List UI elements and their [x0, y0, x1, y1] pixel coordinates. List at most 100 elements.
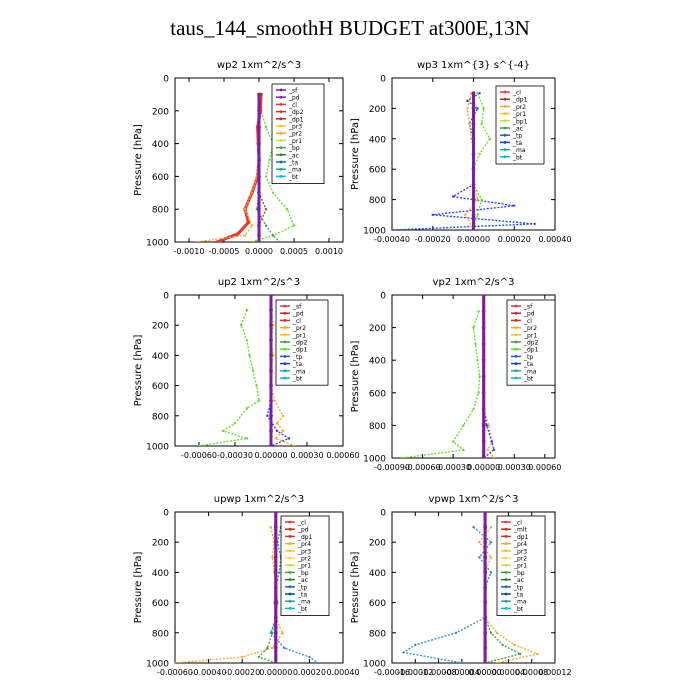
data-point — [272, 324, 275, 327]
legend-label: _tp — [297, 584, 307, 591]
legend-label: _dp1 — [513, 534, 529, 541]
y-tick-label: 200 — [152, 107, 169, 117]
legend-label: _bp — [288, 145, 300, 152]
legend-label: _ma — [513, 599, 527, 606]
legend-marker — [503, 105, 507, 108]
y-tick-label: 1000 — [146, 443, 169, 453]
data-point — [197, 444, 201, 446]
legend-marker — [288, 556, 292, 560]
legend-label: _ac — [512, 126, 523, 133]
data-point — [271, 556, 274, 559]
legend-marker — [503, 133, 507, 137]
data-point — [478, 152, 481, 156]
legend-marker — [514, 326, 518, 329]
legend-marker — [504, 520, 508, 524]
y-tick-label: 800 — [369, 196, 386, 206]
x-tick-label: 0.00000 — [467, 463, 500, 472]
legend-label: _ac — [513, 577, 524, 584]
data-point — [477, 391, 480, 394]
y-tick-label: 600 — [369, 166, 386, 176]
x-tick-label: 0.00012 — [538, 668, 571, 677]
x-tick-label: 0.00030 — [290, 451, 323, 460]
data-point — [471, 197, 476, 202]
legend-marker — [279, 117, 283, 121]
legend-label: _pr1 — [512, 111, 526, 118]
data-point — [257, 109, 261, 113]
data-point — [257, 141, 261, 146]
data-point — [481, 325, 486, 330]
legend-marker — [503, 155, 507, 159]
legend-marker — [283, 369, 287, 373]
legend-label: _pr3 — [513, 548, 527, 555]
legend-marker — [288, 520, 292, 524]
data-point — [274, 570, 278, 575]
legend-label: _sf — [523, 304, 533, 311]
data-point — [269, 414, 273, 418]
data-point — [257, 655, 261, 659]
data-point — [481, 456, 486, 458]
y-tick-label: 800 — [369, 629, 386, 639]
data-point — [495, 631, 498, 634]
x-tick-label: 0.0000 — [245, 247, 273, 256]
legend-marker — [288, 542, 292, 545]
legend-label: _dp1 — [288, 116, 304, 123]
legend-label: _tp — [292, 354, 302, 361]
panel-title: wp3 1xm^{3} s^{-4} — [417, 60, 530, 71]
data-point — [245, 308, 249, 312]
x-tick-label: -0.00016 — [374, 668, 410, 677]
data-point — [245, 437, 249, 440]
x-tick-label: -0.00020 — [224, 668, 260, 677]
y-tick-label: 800 — [369, 422, 386, 432]
data-point — [245, 407, 249, 410]
data-point — [274, 555, 278, 560]
data-point — [471, 213, 476, 217]
data-point — [481, 342, 486, 346]
data-point — [495, 661, 498, 663]
data-point — [250, 240, 254, 242]
legend-marker — [279, 167, 283, 171]
data-point — [481, 295, 486, 297]
data-point — [513, 643, 516, 647]
legend-label: _bt — [292, 376, 303, 383]
legend-label: _tp — [512, 133, 522, 140]
legend-label: _ta — [512, 140, 522, 147]
figure-title: taus_144_smoothH BUDGET at300E,13N — [170, 16, 530, 40]
x-tick-label: 0.00060 — [326, 451, 359, 460]
data-point — [471, 182, 476, 187]
data-point — [264, 208, 268, 211]
legend-label: _pr1 — [523, 332, 537, 339]
y-tick-label: 1000 — [363, 455, 386, 465]
legend-label: _pr1 — [292, 332, 306, 339]
data-point — [488, 137, 491, 140]
series-line-cl — [216, 94, 263, 242]
data-point — [251, 369, 255, 372]
legend-label: _pr2 — [523, 325, 537, 332]
panel-title: vpwp 1xm^2/s^3 — [428, 494, 518, 505]
legend-marker — [288, 585, 292, 589]
x-tick-label: 0.00030 — [498, 463, 531, 472]
y-tick-label: 800 — [152, 412, 169, 422]
panel-title: upwp 1xm^2/s^3 — [214, 494, 304, 505]
legend-marker — [504, 535, 508, 538]
x-tick-label: 0.00020 — [498, 235, 531, 244]
y-axis-label: Pressure [hPa] — [350, 118, 361, 190]
legend-marker — [503, 90, 507, 94]
legend-marker — [504, 599, 508, 603]
data-point — [271, 191, 275, 194]
data-point — [481, 309, 486, 314]
data-point — [533, 222, 536, 226]
data-point — [466, 107, 469, 110]
legend-label: _ma — [297, 599, 311, 606]
data-point — [492, 456, 496, 458]
data-point — [483, 646, 487, 650]
data-point — [257, 92, 261, 97]
y-tick-label: 200 — [369, 324, 386, 334]
y-tick-label: 1000 — [146, 660, 169, 670]
legend-label: _dp1 — [512, 97, 528, 104]
data-point — [274, 437, 277, 440]
data-point — [269, 323, 273, 328]
plot-frame — [391, 511, 556, 664]
legend-label: _pr2 — [513, 556, 527, 563]
legend-label: _pr4 — [513, 541, 527, 548]
data-point — [471, 121, 476, 126]
